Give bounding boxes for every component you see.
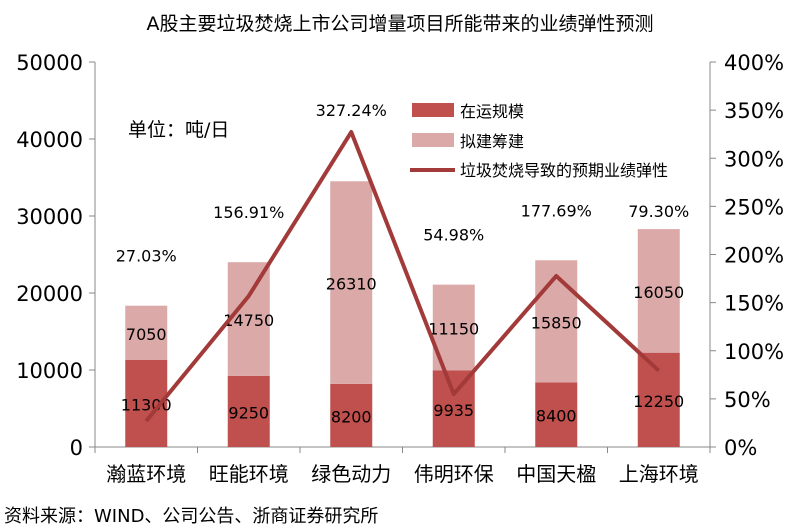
y2-tick-label: 350% bbox=[724, 99, 784, 123]
y2-tick-label: 200% bbox=[724, 244, 784, 268]
legend-swatch-operating bbox=[412, 103, 454, 117]
bar-operating bbox=[330, 383, 373, 447]
x-tick-label: 绿色动力 bbox=[311, 462, 391, 486]
y-tick-label: 10000 bbox=[16, 359, 83, 383]
chart-title: A股主要垃圾焚烧上市公司增量项目所能带来的业绩弹性预测 bbox=[147, 13, 654, 35]
legend-label: 垃圾焚烧导致的预期业绩弹性 bbox=[460, 161, 668, 180]
y-tick-label: 30000 bbox=[16, 205, 83, 229]
y2-tick-label: 400% bbox=[724, 51, 784, 75]
bar-data-label: 11150 bbox=[428, 320, 479, 339]
y2-tick-label: 300% bbox=[724, 147, 784, 171]
line-data-label: 177.69% bbox=[521, 201, 592, 220]
line-data-label: 156.91% bbox=[213, 203, 284, 222]
y2-tick-label: 50% bbox=[724, 388, 771, 412]
line-data-label: 27.03% bbox=[116, 247, 177, 266]
x-tick-label: 上海环境 bbox=[619, 462, 699, 486]
x-tick-label: 中国天楹 bbox=[516, 462, 596, 486]
bar-data-label: 9250 bbox=[228, 403, 269, 422]
bar-data-label: 9935 bbox=[433, 401, 474, 420]
bar-data-label: 14750 bbox=[223, 311, 274, 330]
bar-data-label: 15850 bbox=[531, 313, 582, 332]
unit-annotation: 单位：吨/日 bbox=[128, 119, 229, 141]
bar-data-label: 8400 bbox=[536, 407, 577, 426]
bar-operating bbox=[227, 375, 270, 447]
bar-planned bbox=[535, 260, 578, 383]
y2-tick-label: 0% bbox=[724, 436, 757, 460]
bar-data-label: 7050 bbox=[126, 325, 167, 344]
line-data-label: 54.98% bbox=[423, 226, 484, 245]
bar-planned bbox=[637, 229, 680, 353]
legend-label: 拟建筹建 bbox=[460, 132, 524, 151]
y2-tick-label: 100% bbox=[724, 340, 784, 364]
bar-planned bbox=[330, 181, 373, 384]
y2-tick-label: 150% bbox=[724, 292, 784, 316]
y-tick-label: 40000 bbox=[16, 128, 83, 152]
y-tick-label: 0 bbox=[70, 436, 83, 460]
y2-tick-label: 250% bbox=[724, 195, 784, 219]
elasticity-line bbox=[144, 130, 661, 423]
bar-operating bbox=[432, 370, 475, 447]
line-data-label: 79.30% bbox=[628, 202, 689, 221]
line-data-label: 327.24% bbox=[316, 101, 387, 120]
legend-label: 在运规模 bbox=[460, 102, 524, 121]
bar-data-label: 11300 bbox=[121, 395, 172, 414]
bar-data-label: 16050 bbox=[633, 283, 684, 302]
legend-swatch-planned bbox=[412, 133, 454, 147]
bar-planned bbox=[227, 262, 270, 376]
bar-data-label: 26310 bbox=[326, 275, 377, 294]
bar-data-label: 8200 bbox=[331, 407, 372, 426]
bar-operating bbox=[535, 382, 578, 447]
bar-planned bbox=[125, 305, 168, 360]
x-tick-label: 瀚蓝环境 bbox=[106, 462, 186, 486]
x-tick-label: 伟明环保 bbox=[414, 462, 494, 486]
bar-data-label: 12250 bbox=[633, 392, 684, 411]
y-tick-label: 50000 bbox=[16, 51, 83, 75]
x-tick-label: 旺能环境 bbox=[209, 462, 289, 486]
source-note: 资料来源：WIND、公司公告、浙商证券研究所 bbox=[4, 506, 378, 527]
y-tick-label: 20000 bbox=[16, 282, 83, 306]
